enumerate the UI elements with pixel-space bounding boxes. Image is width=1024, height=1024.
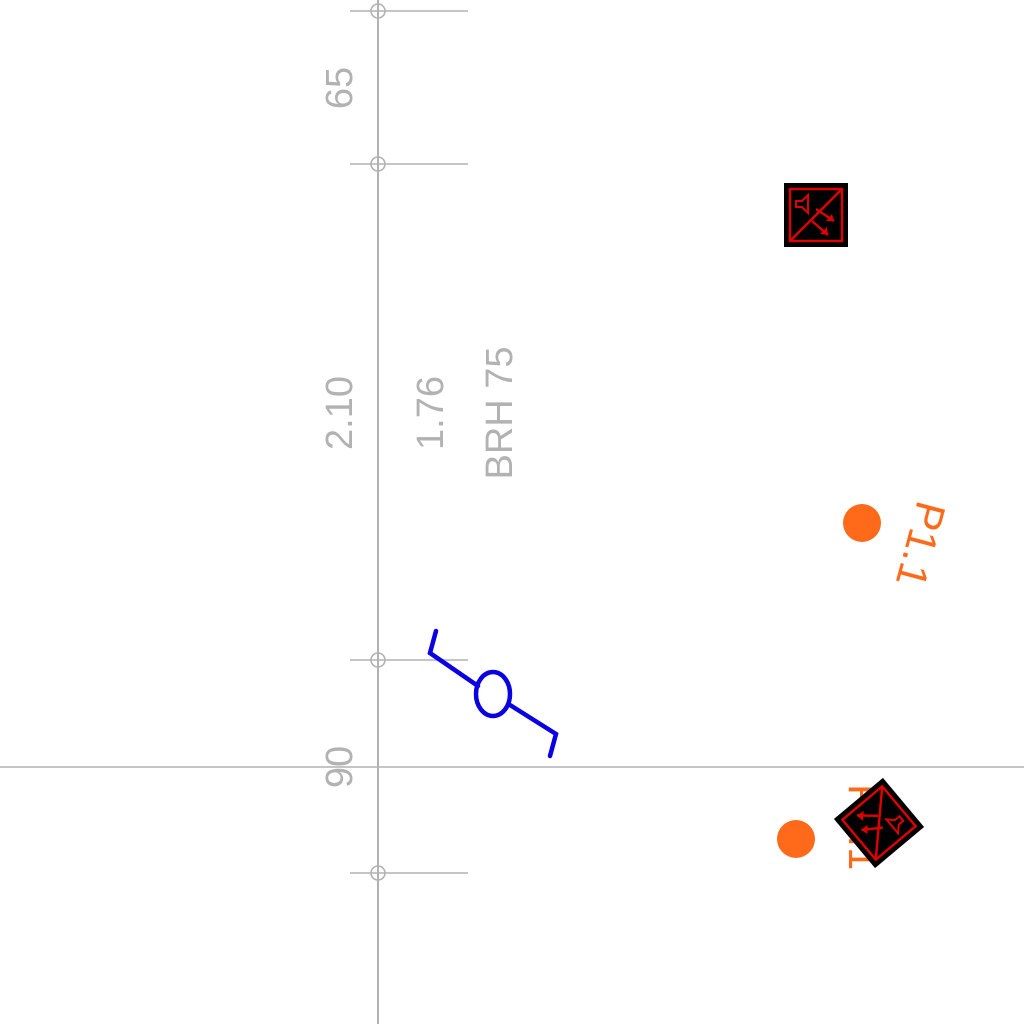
dimension-tick-upper: [350, 156, 468, 172]
dimension-label-90: 90: [319, 746, 361, 788]
point-marker-upper[interactable]: [843, 504, 881, 542]
dimension-label-brh: BRH 75: [479, 346, 521, 479]
point-marker-lower[interactable]: [777, 820, 815, 858]
alarm-speaker-icon[interactable]: [784, 183, 848, 247]
dimension-label-65: 65: [319, 67, 361, 109]
alarm-speaker-icon-lower[interactable]: [833, 777, 925, 869]
point-label-upper: P1.1: [887, 497, 955, 593]
dimension-label-height: 2.10: [319, 376, 361, 450]
dimension-label-sill: 1.76: [410, 376, 452, 450]
window-contact-icon[interactable]: [427, 628, 559, 759]
dimension-tick-bottom: [350, 865, 468, 881]
dimension-tick-top: [350, 3, 468, 19]
dimension-tick-middle: [350, 652, 468, 668]
